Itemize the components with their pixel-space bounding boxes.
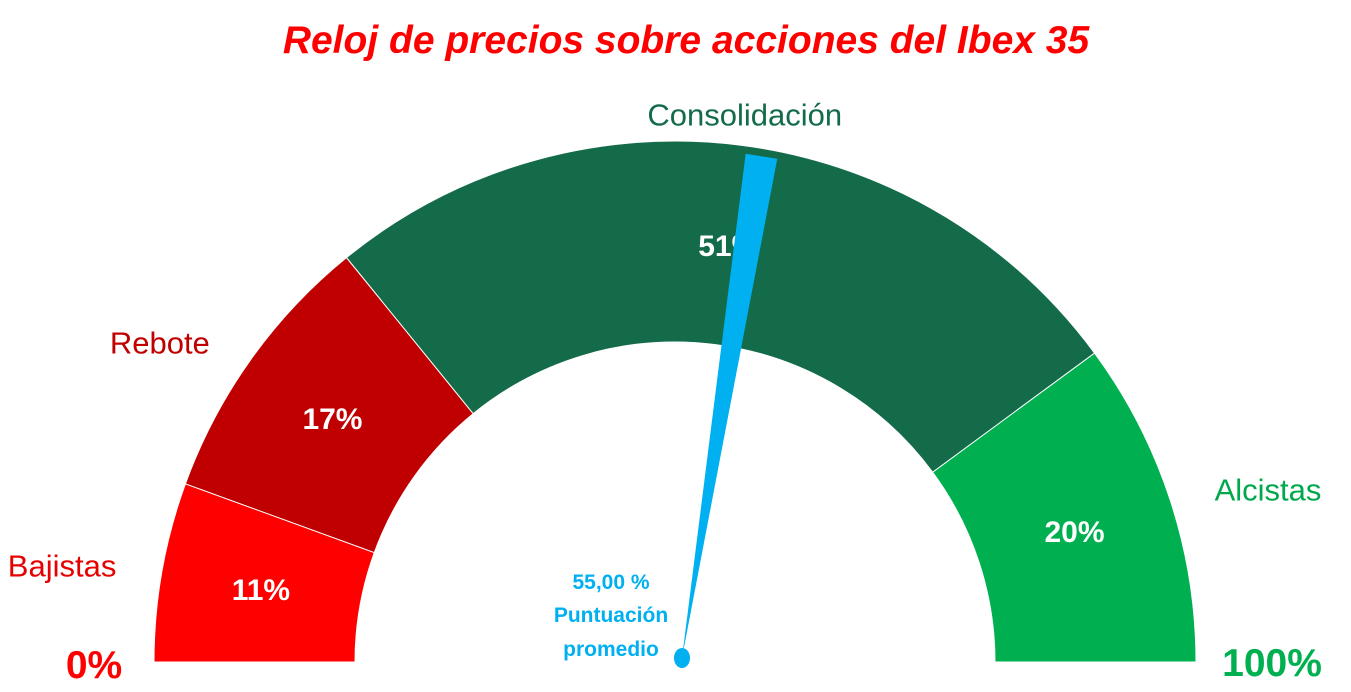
segment-name-bajistas: Bajistas [8, 549, 117, 584]
segment-name-rebote: Rebote [110, 326, 210, 361]
gauge-segment-alcistas [931, 352, 1197, 663]
segment-percent-alcistas: 20% [1044, 516, 1104, 549]
needle-value-label: 55,00 % [572, 571, 649, 594]
segment-name-alcistas: Alcistas [1215, 473, 1322, 508]
needle-caption-line2: promedio [563, 638, 659, 661]
gauge-needle-group [674, 153, 778, 668]
segment-name-consolidacion: Consolidación [647, 97, 842, 132]
gauge-min-label: 0% [66, 644, 122, 687]
gauge-needle-pivot [674, 648, 690, 668]
segment-percent-bajistas: 11% [232, 574, 290, 607]
gauge-needle [682, 153, 778, 658]
gauge-max-label: 100% [1222, 642, 1322, 685]
needle-caption-line1: Puntuación [554, 604, 668, 627]
gauge-segments [153, 140, 1197, 663]
gauge-segment-consolidacion [345, 140, 1096, 473]
chart-title: Reloj de precios sobre acciones del Ibex… [283, 19, 1091, 62]
segment-percent-rebote: 17% [302, 403, 362, 436]
